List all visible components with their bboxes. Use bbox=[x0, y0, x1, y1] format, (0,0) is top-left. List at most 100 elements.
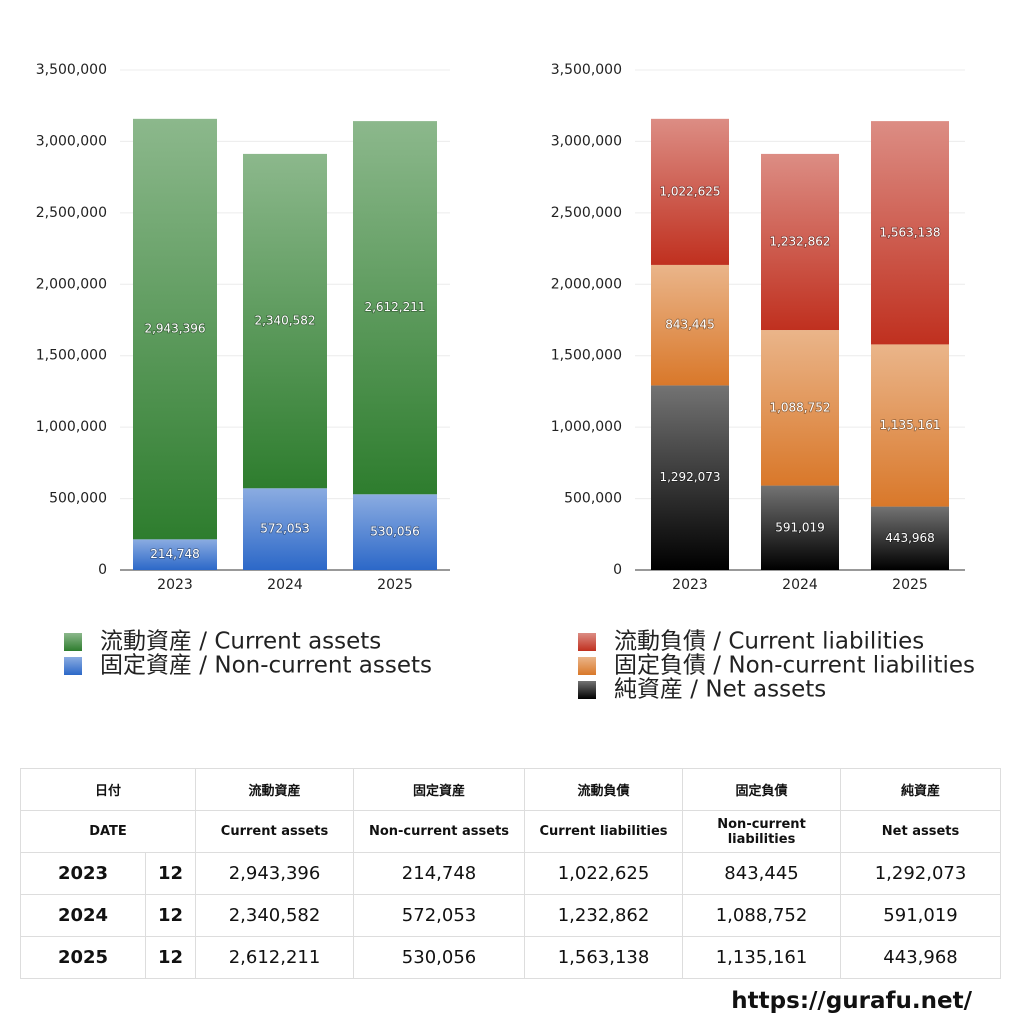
table-cell: 2,612,211 bbox=[195, 936, 355, 979]
x-tick-label: 2023 bbox=[157, 577, 193, 593]
table-row: 2024 12 2,340,582 572,053 1,232,862 1,088,752… bbox=[20, 894, 1002, 937]
y-tick-label: 2,500,000 bbox=[551, 205, 622, 221]
bar-segment bbox=[871, 506, 949, 570]
x-tick-label: 2024 bbox=[267, 577, 303, 593]
bar-segment bbox=[651, 264, 729, 386]
bar-segment bbox=[871, 344, 949, 507]
table-cell: 2,340,582 bbox=[195, 894, 355, 937]
data-label: 2,340,582 bbox=[254, 314, 315, 328]
legend-swatch bbox=[64, 633, 82, 651]
table-cell: 2025 bbox=[20, 936, 146, 979]
y-tick-label: 2,000,000 bbox=[36, 276, 107, 292]
y-tick-label: 2,500,000 bbox=[36, 205, 107, 221]
bar-segment bbox=[133, 539, 217, 570]
table-cell: 572,053 bbox=[353, 894, 526, 937]
table-cell: Current liabilities bbox=[524, 810, 684, 853]
y-tick-label: 1,500,000 bbox=[551, 348, 622, 364]
table-cell: Net assets bbox=[840, 810, 1002, 853]
y-tick-label: 0 bbox=[613, 562, 622, 578]
footer-url[interactable]: https://gurafu.net/ bbox=[731, 988, 972, 1014]
table-cell: 1,563,138 bbox=[524, 936, 684, 979]
table-cell: 2024 bbox=[20, 894, 146, 937]
table-row: 日付 流動資産 固定資産 流動負債 固定負債 純資産 bbox=[19, 768, 1002, 811]
table-row: 2025 12 2,612,211 530,056 1,563,138 1,135,161… bbox=[20, 936, 1002, 979]
data-label: 530,056 bbox=[370, 525, 420, 539]
legend-label: 純資産 / Net assets bbox=[614, 677, 826, 703]
data-label: 1,563,138 bbox=[879, 225, 940, 239]
bar-segment bbox=[651, 118, 729, 265]
x-tick-label: 2023 bbox=[672, 577, 708, 593]
data-label: 591,019 bbox=[775, 520, 825, 534]
table-cell: 流動負債 bbox=[524, 768, 684, 811]
table-cell: 1,292,073 bbox=[840, 852, 1002, 895]
legend-label: 固定負債 / Non-current liabilities bbox=[614, 653, 975, 679]
table-cell: Non-current liabilities bbox=[682, 810, 842, 853]
table-cell: 1,022,625 bbox=[524, 852, 684, 895]
bar-segment bbox=[243, 153, 327, 489]
y-tick-label: 1,500,000 bbox=[36, 348, 107, 364]
data-label: 443,968 bbox=[885, 531, 935, 545]
table-cell: 固定資産 bbox=[353, 768, 526, 811]
data-label: 2,612,211 bbox=[364, 300, 425, 314]
table-cell: 443,968 bbox=[840, 936, 1002, 979]
bar-segment bbox=[761, 330, 839, 486]
bar-segment bbox=[133, 118, 217, 540]
bar-segment bbox=[353, 121, 437, 495]
table-cell: 流動資産 bbox=[195, 768, 355, 811]
legend-label: 流動資産 / Current assets bbox=[100, 629, 381, 655]
bar-segment bbox=[353, 494, 437, 570]
legend-swatch bbox=[578, 633, 596, 651]
data-table: 日付 流動資産 固定資産 流動負債 固定負債 純資産 DATE Current assets N… bbox=[19, 768, 1002, 979]
table-cell: 12 bbox=[144, 894, 197, 937]
y-tick-label: 3,500,000 bbox=[551, 62, 622, 78]
table-cell: 530,056 bbox=[353, 936, 526, 979]
bar-segment bbox=[871, 121, 949, 345]
bar-segment bbox=[243, 488, 327, 570]
table-cell: 2023 bbox=[20, 852, 146, 895]
data-label: 1,022,625 bbox=[659, 184, 720, 198]
y-tick-label: 1,000,000 bbox=[551, 419, 622, 435]
y-tick-label: 0 bbox=[98, 562, 107, 578]
legend-swatch bbox=[578, 657, 596, 675]
data-label: 1,232,862 bbox=[769, 234, 830, 248]
table-cell: 843,445 bbox=[682, 852, 842, 895]
table-cell: 1,232,862 bbox=[524, 894, 684, 937]
table-row: DATE Current assets Non-current assets Curr… bbox=[19, 810, 1002, 853]
table-cell: 12 bbox=[144, 852, 197, 895]
table-cell: DATE bbox=[19, 810, 197, 853]
charts: 0 500,000 1,000,000 1,500,000 2,000,000 2,500… bbox=[36, 62, 975, 703]
x-tick-label: 2024 bbox=[782, 577, 818, 593]
table-cell: 1,088,752 bbox=[682, 894, 842, 937]
legend-label: 固定資産 / Non-current assets bbox=[100, 653, 432, 679]
legend-swatch bbox=[578, 681, 596, 699]
table-cell: 1,135,161 bbox=[682, 936, 842, 979]
table-cell: 日付 bbox=[19, 768, 197, 811]
bar-segment bbox=[651, 385, 729, 570]
table-cell: Current assets bbox=[195, 810, 355, 853]
data-label: 2,943,396 bbox=[144, 322, 205, 336]
x-tick-label: 2025 bbox=[892, 577, 928, 593]
x-tick-label: 2025 bbox=[377, 577, 413, 593]
table-row: 2023 12 2,943,396 214,748 1,022,625 843,445 1,… bbox=[20, 852, 1002, 895]
legend-label: 流動負債 / Current liabilities bbox=[614, 629, 924, 655]
data-label: 843,445 bbox=[665, 318, 715, 332]
table-cell: 214,748 bbox=[353, 852, 526, 895]
bar-segment bbox=[761, 485, 839, 570]
table-cell: 純資産 bbox=[840, 768, 1002, 811]
y-tick-label: 500,000 bbox=[49, 491, 107, 507]
table-cell: 固定負債 bbox=[682, 768, 842, 811]
y-tick-label: 2,000,000 bbox=[551, 276, 622, 292]
data-label: 1,135,161 bbox=[879, 418, 940, 432]
y-tick-label: 3,500,000 bbox=[36, 62, 107, 78]
data-label: 572,053 bbox=[260, 522, 310, 536]
table-cell: 2,943,396 bbox=[195, 852, 355, 895]
y-tick-label: 3,000,000 bbox=[36, 133, 107, 149]
table-cell: Non-current assets bbox=[353, 810, 526, 853]
y-tick-label: 500,000 bbox=[564, 491, 622, 507]
data-label: 1,292,073 bbox=[659, 470, 720, 484]
bar-segment bbox=[761, 153, 839, 331]
data-label: 1,088,752 bbox=[769, 400, 830, 414]
legend-swatch bbox=[64, 657, 82, 675]
y-tick-label: 1,000,000 bbox=[36, 419, 107, 435]
